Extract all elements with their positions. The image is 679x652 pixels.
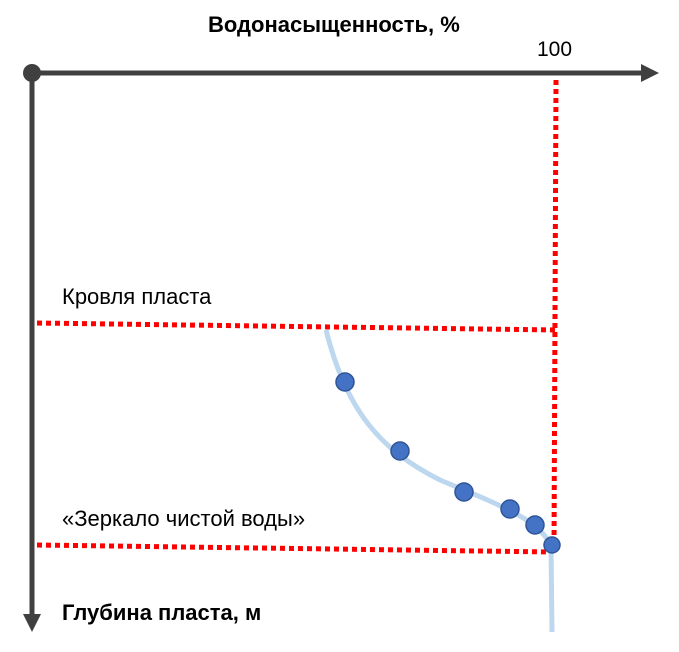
data-point	[454, 482, 474, 502]
guide-roof	[36, 320, 557, 333]
axis-origin	[23, 64, 41, 82]
data-point	[500, 499, 520, 519]
x-axis-arrowhead	[641, 64, 659, 82]
data-point	[525, 515, 545, 535]
y-axis-arrowhead	[23, 614, 41, 632]
data-point	[335, 372, 355, 392]
data-point	[390, 441, 410, 461]
y-axis-title: Глубина пласта, м	[62, 600, 262, 625]
data-point	[543, 536, 561, 554]
saturation-curve	[323, 329, 555, 633]
guide-vertical-100	[551, 79, 559, 549]
x-axis-title: Водонасыщенность, %	[208, 12, 460, 37]
x-axis-tick-100: 100	[537, 38, 573, 61]
mirror-label: «Зеркало чистой воды»	[62, 506, 306, 531]
roof-label: Кровля пласта	[62, 284, 212, 309]
guide-mirror	[36, 542, 553, 555]
